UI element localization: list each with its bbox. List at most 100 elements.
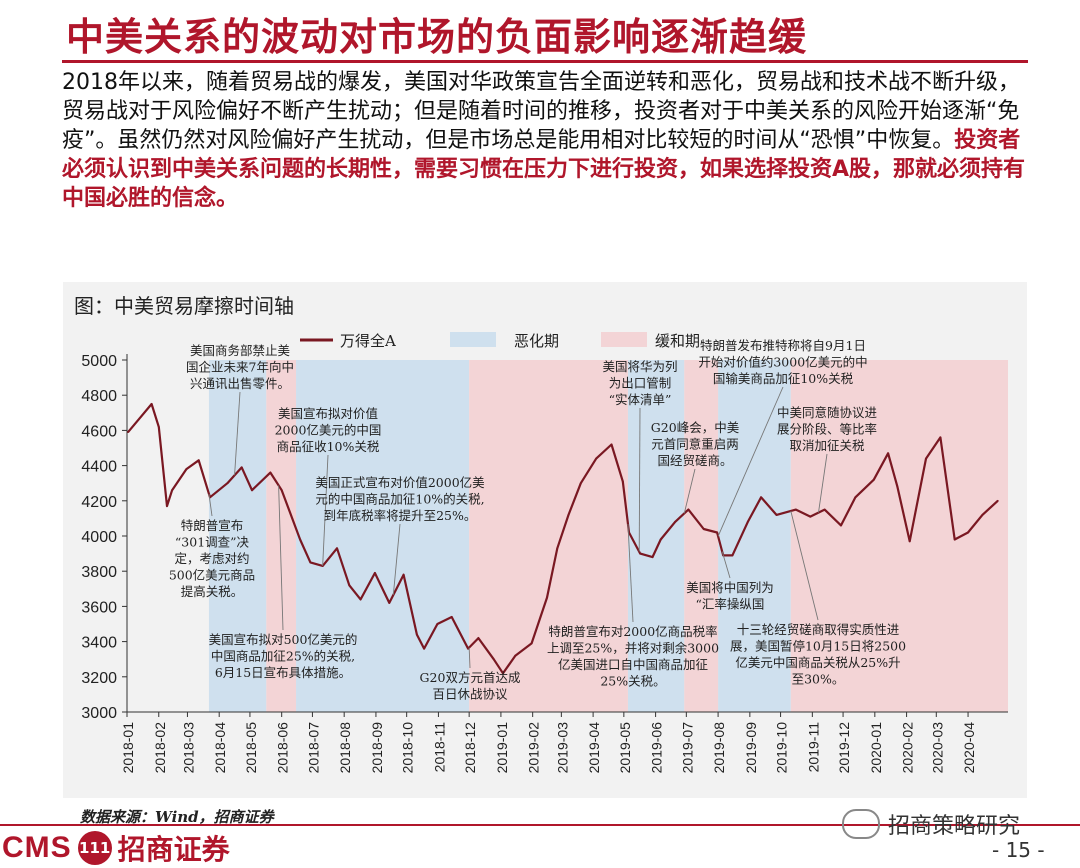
annotation-text-9-1: 开始对价值约3000亿美元的中: [698, 355, 867, 370]
y-tick-label-3400: 3400: [81, 635, 117, 652]
logo-company-name: 招商证券: [117, 833, 230, 866]
annotation-leader-10: [721, 551, 731, 579]
legend-line-label: 万得全A: [340, 332, 396, 350]
y-tick-label-3200: 3200: [81, 670, 117, 687]
x-tick-label-2019-11: 2019-11: [805, 722, 821, 773]
worsen-band-1: [296, 360, 470, 712]
ease-band-2: [684, 360, 719, 712]
annotation-text-8-1: 元首同意重启两: [651, 437, 739, 452]
series-point-0-15: [309, 561, 312, 564]
series-point-0-57: [854, 496, 857, 499]
cms-logo: CMS 111 招商证券: [0, 830, 230, 866]
series-point-0-5: [171, 489, 173, 492]
series-point-0-24: [423, 647, 425, 650]
series-point-0-2: [150, 403, 153, 405]
series-point-0-20: [374, 572, 376, 574]
x-tick-label-2018-01: 2018-01: [120, 722, 136, 774]
series-point-0-53: [795, 508, 797, 511]
annotation-text-6-0: 特朗普宣布对2000亿商品税率: [548, 624, 717, 639]
series-line: [127, 402, 999, 675]
annotation-text-6-2: 亿美国进口自中国商品加征: [558, 657, 709, 672]
annotation-text-2-0: 美国正式宣布对价值2000亿美: [315, 475, 484, 490]
series-point-0-44: [674, 521, 676, 523]
logo-mark-icon: 111: [77, 831, 112, 865]
annotation-leader-5: [468, 647, 471, 669]
annotation-leader-1: [322, 454, 329, 566]
x-tick-label-2020-01: 2020-01: [868, 722, 884, 774]
series-point-0-13: [280, 489, 283, 492]
annotation-text-0-1: 国企业未来7年向中: [186, 360, 294, 375]
series-point-0-49: [731, 554, 734, 557]
series-point-0-1: [140, 415, 143, 418]
annotation-text-5-1: 百日休战协议: [432, 687, 508, 702]
series-point-0-27: [467, 647, 470, 650]
series-point-0-58: [872, 478, 875, 481]
ease-band-3: [790, 360, 1008, 712]
footer-divider: [0, 824, 1080, 826]
series-point-0-63: [939, 436, 942, 439]
series-point-0-32: [530, 642, 533, 645]
annotation-leader-3: [208, 493, 213, 517]
series-point-0-9: [226, 482, 229, 485]
annotation-6: 特朗普宣布对2000亿商品税率上调至25%，并将对剩余3000亿美国进口自中国商…: [547, 523, 719, 689]
wechat-account: 招商策略研究: [842, 808, 1020, 840]
x-tick-label-2019-05: 2019-05: [617, 722, 633, 774]
annotation-text-2-2: 到年底税率将提升至25%。: [324, 508, 477, 523]
series-line-0: [127, 402, 999, 675]
series-point-0-6: [185, 468, 188, 471]
logo-cms-text: CMS: [2, 831, 72, 864]
x-tick-label-2019-07: 2019-07: [679, 722, 695, 774]
series-point-0-45: [687, 508, 690, 511]
annotation-text-3-0: 特朗普宣布: [181, 518, 244, 533]
series-point-0-14: [299, 538, 302, 541]
series-point-0-43: [659, 538, 662, 541]
series-point-0-25: [436, 623, 439, 625]
data-source: 数据来源：Wind，招商证券: [80, 808, 274, 826]
annotation-text-4-2: 6月15日宣布具体措施。: [215, 665, 351, 680]
x-tick-label-2019-10: 2019-10: [774, 722, 790, 774]
x-tick-label-2019-12: 2019-12: [836, 722, 852, 774]
legend: 万得全A 恶化期 缓和期: [300, 332, 700, 350]
worsen-band-0: [208, 360, 267, 712]
annotation-leader-9: [717, 386, 784, 537]
annotation-leader-7: [638, 407, 641, 552]
series-point-0-52: [775, 513, 778, 516]
annotation-text-12-3: 至30%。: [792, 672, 845, 687]
annotation-text-3-3: 500亿美元商品: [169, 568, 255, 583]
series-point-0-41: [639, 552, 642, 555]
annotation-text-8-0: G20峰会，中美: [651, 420, 739, 435]
x-tick-label-2018-08: 2018-08: [337, 722, 353, 774]
annotation-12: 十三轮经贸磋商取得实质性进展，美国暂停10月15日将2500亿美元中国商品关税从…: [730, 510, 906, 687]
annotation-leader-4: [278, 485, 284, 631]
annotation-text-7-2: “实体清单”: [609, 392, 672, 407]
series-point-0-30: [502, 672, 504, 675]
annotation-2: 美国正式宣布对价值2000亿美元的中国商品加征10%的关税,到年底税率将提升至2…: [315, 475, 485, 595]
worsen-band-2: [627, 360, 685, 712]
series-point-0-67: [996, 499, 999, 502]
y-tick-label-3600: 3600: [81, 599, 117, 616]
annotation-leader-11: [818, 453, 828, 513]
x-tick-label-2018-04: 2018-04: [212, 722, 228, 774]
x-tick-label-2018-05: 2018-05: [243, 722, 259, 774]
legend-ease-label: 缓和期: [655, 332, 700, 350]
series-point-0-55: [823, 508, 826, 511]
x-tick-label-2020-04: 2020-04: [961, 722, 977, 774]
series-point-0-12: [269, 471, 272, 474]
page-title: 中美关系的波动对市场的负面影响逐渐趋缓: [66, 15, 808, 59]
series-point-0-4: [166, 505, 168, 507]
annotation-text-1-2: 商品征收10%关税: [277, 439, 380, 454]
x-tick-label-2019-06: 2019-06: [649, 722, 665, 774]
y-tick-label-4400: 4400: [81, 459, 117, 476]
annotation-text-9-2: 国输美商品加征10%关税: [713, 371, 854, 386]
legend-ease-swatch: [601, 332, 647, 347]
x-tick-label-2018-11: 2018-11: [431, 722, 447, 773]
series-point-0-56: [840, 524, 842, 527]
ease-band-1: [469, 360, 628, 712]
